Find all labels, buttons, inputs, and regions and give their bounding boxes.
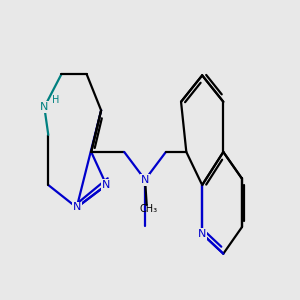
Text: N: N — [102, 180, 111, 190]
Text: CH₃: CH₃ — [140, 204, 158, 214]
Text: N: N — [198, 229, 206, 239]
Text: H: H — [52, 95, 59, 106]
Text: N: N — [40, 102, 49, 112]
Text: N: N — [73, 202, 81, 212]
Text: N: N — [141, 175, 149, 185]
